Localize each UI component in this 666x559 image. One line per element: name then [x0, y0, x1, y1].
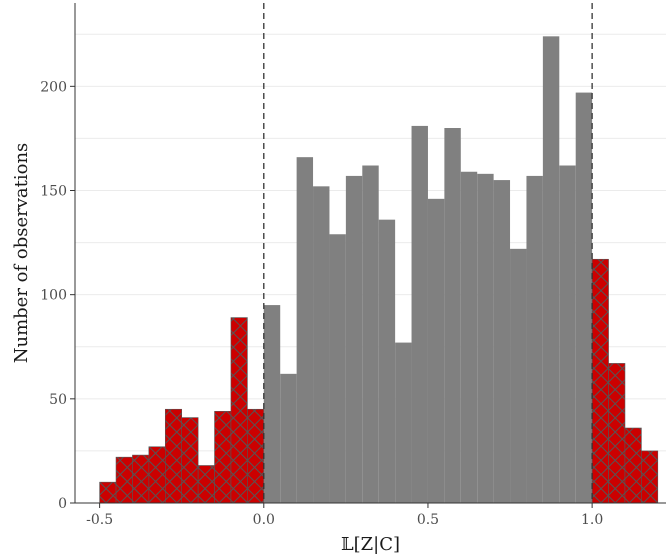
histogram-bar	[444, 128, 461, 503]
histogram-bar	[329, 234, 346, 503]
y-tick-label: 50	[49, 392, 67, 408]
histogram-bar	[132, 454, 150, 504]
histogram-bar	[197, 465, 215, 504]
histogram-bar	[411, 125, 428, 504]
histogram-bar	[263, 305, 281, 503]
histogram-bar	[362, 165, 379, 503]
histogram-bar	[477, 173, 494, 504]
x-tick-label: 0.0	[253, 512, 275, 528]
y-tick-label: 0	[58, 496, 67, 512]
x-axis-title: 𝕃[Z|C]	[341, 534, 400, 555]
histogram-bar	[280, 373, 297, 503]
histogram-bar	[510, 248, 527, 503]
histogram-bar	[230, 317, 248, 504]
histogram-bar	[575, 92, 593, 503]
histogram-bar	[99, 481, 117, 504]
histogram-bar	[313, 186, 330, 504]
histogram-bar	[115, 456, 133, 504]
x-tick-label: -0.5	[86, 512, 113, 528]
histogram-bar	[395, 342, 412, 503]
histogram-bar	[641, 450, 659, 504]
y-axis-ticks: 0 50 100 150 200	[40, 79, 75, 512]
x-tick-label: 1.0	[581, 512, 603, 528]
y-tick-label: 200	[40, 79, 67, 95]
bars	[99, 36, 659, 504]
reference-lines	[263, 3, 593, 503]
histogram-bar	[624, 427, 642, 504]
histogram-bar	[542, 36, 560, 503]
histogram-bar	[214, 411, 232, 504]
histogram-bar	[296, 157, 314, 503]
histogram-bar	[345, 175, 363, 503]
histogram-bar	[378, 219, 396, 503]
histogram-bar	[493, 180, 511, 504]
y-tick-label: 150	[40, 184, 67, 200]
x-axis-ticks: -0.5 0.0 0.5 1.0	[86, 503, 603, 528]
histogram-bar	[559, 165, 576, 503]
histogram-bar	[608, 363, 626, 504]
histogram-bar	[181, 417, 199, 504]
histogram-bar	[427, 198, 445, 504]
y-axis-title: Number of observations	[11, 143, 32, 364]
histogram-bar	[526, 175, 543, 503]
histogram-bar	[164, 408, 183, 504]
x-tick-label: 0.5	[417, 512, 439, 528]
histogram-bar	[460, 171, 478, 503]
histogram-bar	[247, 408, 265, 504]
y-tick-label: 100	[40, 288, 67, 304]
histogram-bar	[591, 258, 609, 504]
histogram-bar	[148, 446, 166, 504]
